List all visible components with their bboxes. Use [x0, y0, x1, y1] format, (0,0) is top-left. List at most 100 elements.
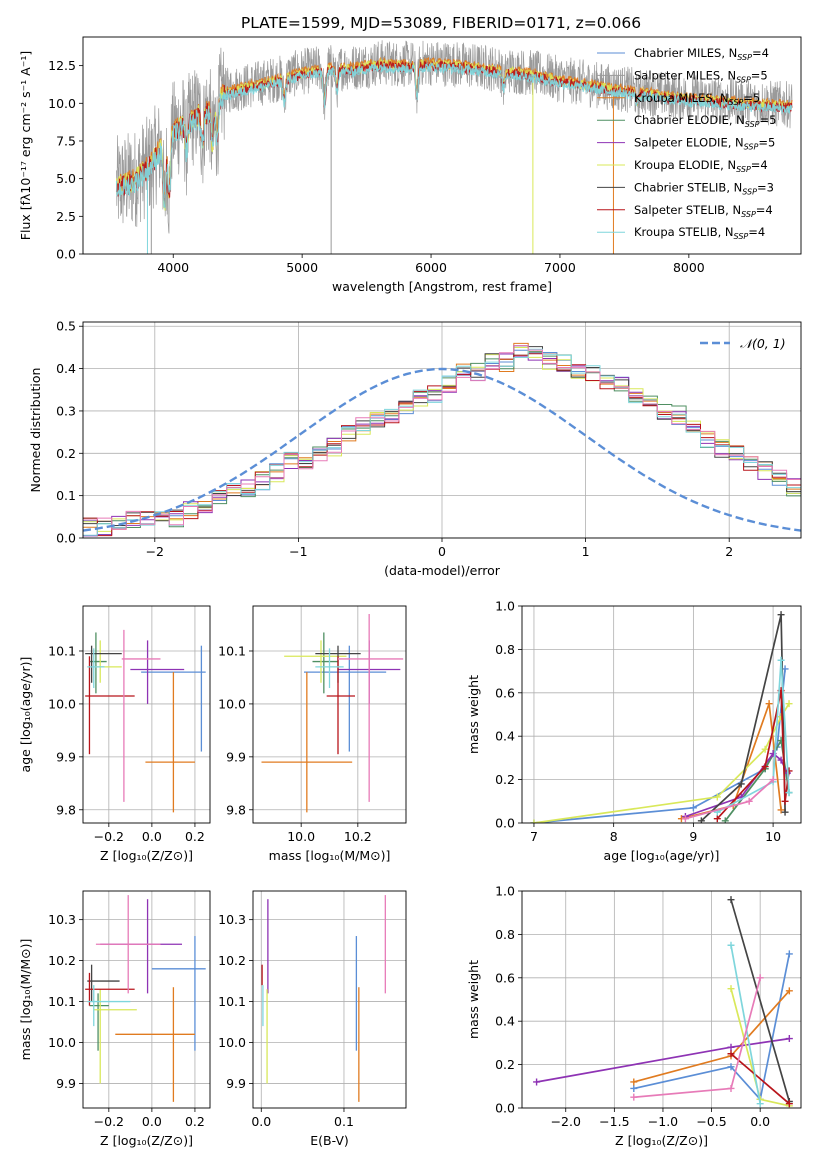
x-axis-label: E(B-V): [310, 1133, 349, 1148]
y-tick-label: 10.1: [218, 994, 246, 1009]
x-tick-label: 1: [582, 544, 590, 559]
y-tick-label: 10.3: [48, 912, 76, 927]
legend-label: Salpeter MILES, NSSP=5: [634, 68, 768, 84]
weight-point-marker: [785, 1100, 793, 1108]
normal-curve: [83, 367, 801, 532]
y-tick-label: 1.0: [495, 599, 515, 614]
y-tick-label: 0.0: [495, 1101, 515, 1116]
y-tick-label: 0.5: [56, 319, 76, 334]
y-tick-label: 12.5: [48, 58, 76, 73]
weight-point-marker: [761, 763, 769, 771]
y-tick-label: 0.4: [495, 1014, 515, 1029]
legend-label: Salpeter ELODIE, NSSP=5: [634, 136, 775, 152]
x-tick-label: −0.2: [94, 1114, 124, 1129]
x-tick-label: 0.2: [185, 829, 205, 844]
weight-point-marker: [530, 819, 538, 823]
y-axis-label: Flux [fλ10⁻¹⁷ erg cm⁻² s⁻¹ A⁻¹]: [18, 51, 33, 240]
panel-Z-vs-age: −0.2 0.0 0.2 9.8 9.9 10.0 10.1 Z [log₁₀(Z/Z⊙)] a…: [18, 605, 211, 863]
y-tick-label: 0.6: [495, 685, 515, 700]
panel-ebv-vs-mass: 0.0 0.1 9.9 10.0 10.1 10.2 10.3 E(B-V): [218, 890, 407, 1148]
legend-label: Chabrier ELODIE, NSSP=5: [634, 113, 776, 129]
y-tick-label: 10.0: [48, 1035, 76, 1050]
weight-series-line: [730, 1053, 790, 1105]
errorbar-point: [315, 648, 344, 689]
y-tick-label: 0.6: [495, 970, 515, 985]
y-tick-label: 10.1: [48, 994, 76, 1009]
axes-frame: [82, 36, 802, 255]
histogram-step: [83, 345, 801, 530]
weight-series-line: [730, 899, 791, 1102]
errorbar-point: [87, 985, 131, 1027]
weight-point-marker: [630, 1093, 638, 1101]
weight-point-marker: [727, 1050, 735, 1058]
y-tick-label: 10.0: [48, 96, 76, 111]
legend-label: Kroupa ELODIE, NSSP=4: [634, 158, 768, 174]
weight-point-marker: [745, 797, 753, 805]
weight-point-marker: [737, 780, 745, 788]
x-tick-label: 0.2: [185, 1114, 205, 1129]
errorbar-point: [261, 672, 353, 813]
spectrum-model-line: [115, 62, 793, 209]
weight-series-line: [533, 703, 790, 823]
y-tick-label: 0.2: [495, 772, 515, 787]
y-tick-label: 10.1: [48, 643, 76, 658]
x-tick-label: 10.2: [344, 829, 372, 844]
legend-label: 𝒩(0, 1): [740, 336, 786, 351]
y-tick-label: 0.8: [495, 927, 515, 942]
y-axis-label: Normed distribution: [28, 368, 43, 493]
y-axis-label: mass [log₁₀(M/M⊙)]: [18, 939, 33, 1061]
x-tick-label: 5000: [286, 260, 318, 275]
weight-point-marker: [785, 700, 793, 708]
weight-series-line: [730, 945, 762, 1104]
errorbar-point: [326, 656, 355, 755]
x-tick-label: 8000: [673, 260, 705, 275]
x-axis-label: age [log₁₀(age/yr)]: [604, 848, 720, 863]
errorbar-point: [89, 993, 109, 1051]
x-axis-label: Z [log₁₀(Z/Z⊙)]: [615, 1133, 708, 1148]
plot-area: [115, 40, 793, 254]
x-axis-label: Z [log₁₀(Z/Z⊙)]: [100, 1133, 193, 1148]
weight-point-marker: [777, 806, 785, 814]
figure-title: PLATE=1599, MJD=53089, FIBERID=0171, z=0…: [241, 14, 641, 32]
errorbar-point: [338, 613, 404, 802]
panel-residuals: −2 −1 0 1 2 0.0 0.1 0.2 0.3 0.4 0.5 (data-model)/er…: [28, 319, 802, 578]
weight-point-marker: [777, 611, 785, 619]
y-tick-label: 9.9: [226, 749, 246, 764]
x-axis-label: Z [log₁₀(Z/Z⊙)]: [100, 848, 193, 863]
y-tick-label: 0.4: [495, 729, 515, 744]
legend: Chabrier MILES, NSSP=4 Salpeter MILES, NS…: [597, 46, 776, 241]
errorbar-point: [121, 629, 161, 802]
y-tick-label: 0.1: [56, 488, 76, 503]
plot-area: [253, 606, 406, 823]
errorbar-point: [95, 895, 161, 994]
weight-point-marker: [721, 817, 729, 823]
weight-point-marker: [697, 817, 705, 823]
y-tick-label: 9.8: [226, 802, 246, 817]
errorbar-point: [312, 632, 338, 694]
y-axis-label: mass weight: [466, 960, 481, 1039]
weight-point-marker: [785, 767, 793, 775]
errorbar-point: [115, 987, 195, 1102]
plot-area: [522, 891, 801, 1108]
legend-label: Chabrier MILES, NSSP=4: [634, 46, 769, 62]
weight-point-marker: [769, 776, 777, 784]
y-tick-label: 10.2: [48, 953, 76, 968]
x-tick-label: −0.5: [696, 1114, 726, 1129]
y-tick-label: 5.0: [56, 171, 76, 186]
y-tick-label: 10.1: [218, 643, 246, 658]
panel-spectrum: 4000 5000 6000 7000 8000 0.0 2.5 5.0 7.5 10.0 12.5…: [18, 36, 802, 294]
errorbar-point: [130, 640, 185, 704]
y-tick-label: 0.0: [56, 247, 76, 262]
plot-area: [83, 891, 210, 1108]
weight-point-marker: [785, 950, 793, 958]
errorbar-point: [145, 672, 195, 813]
y-tick-label: 9.9: [56, 749, 76, 764]
weight-point-marker: [785, 987, 793, 995]
y-tick-label: 10.0: [48, 696, 76, 711]
x-axis-label: wavelength [Angstrom, rest frame]: [332, 279, 552, 294]
x-tick-label: −2: [146, 544, 164, 559]
y-axis-label: mass weight: [466, 675, 481, 754]
errorbar-point: [85, 656, 135, 755]
x-tick-label: 0.0: [251, 1114, 271, 1129]
weight-series-line: [716, 660, 790, 813]
